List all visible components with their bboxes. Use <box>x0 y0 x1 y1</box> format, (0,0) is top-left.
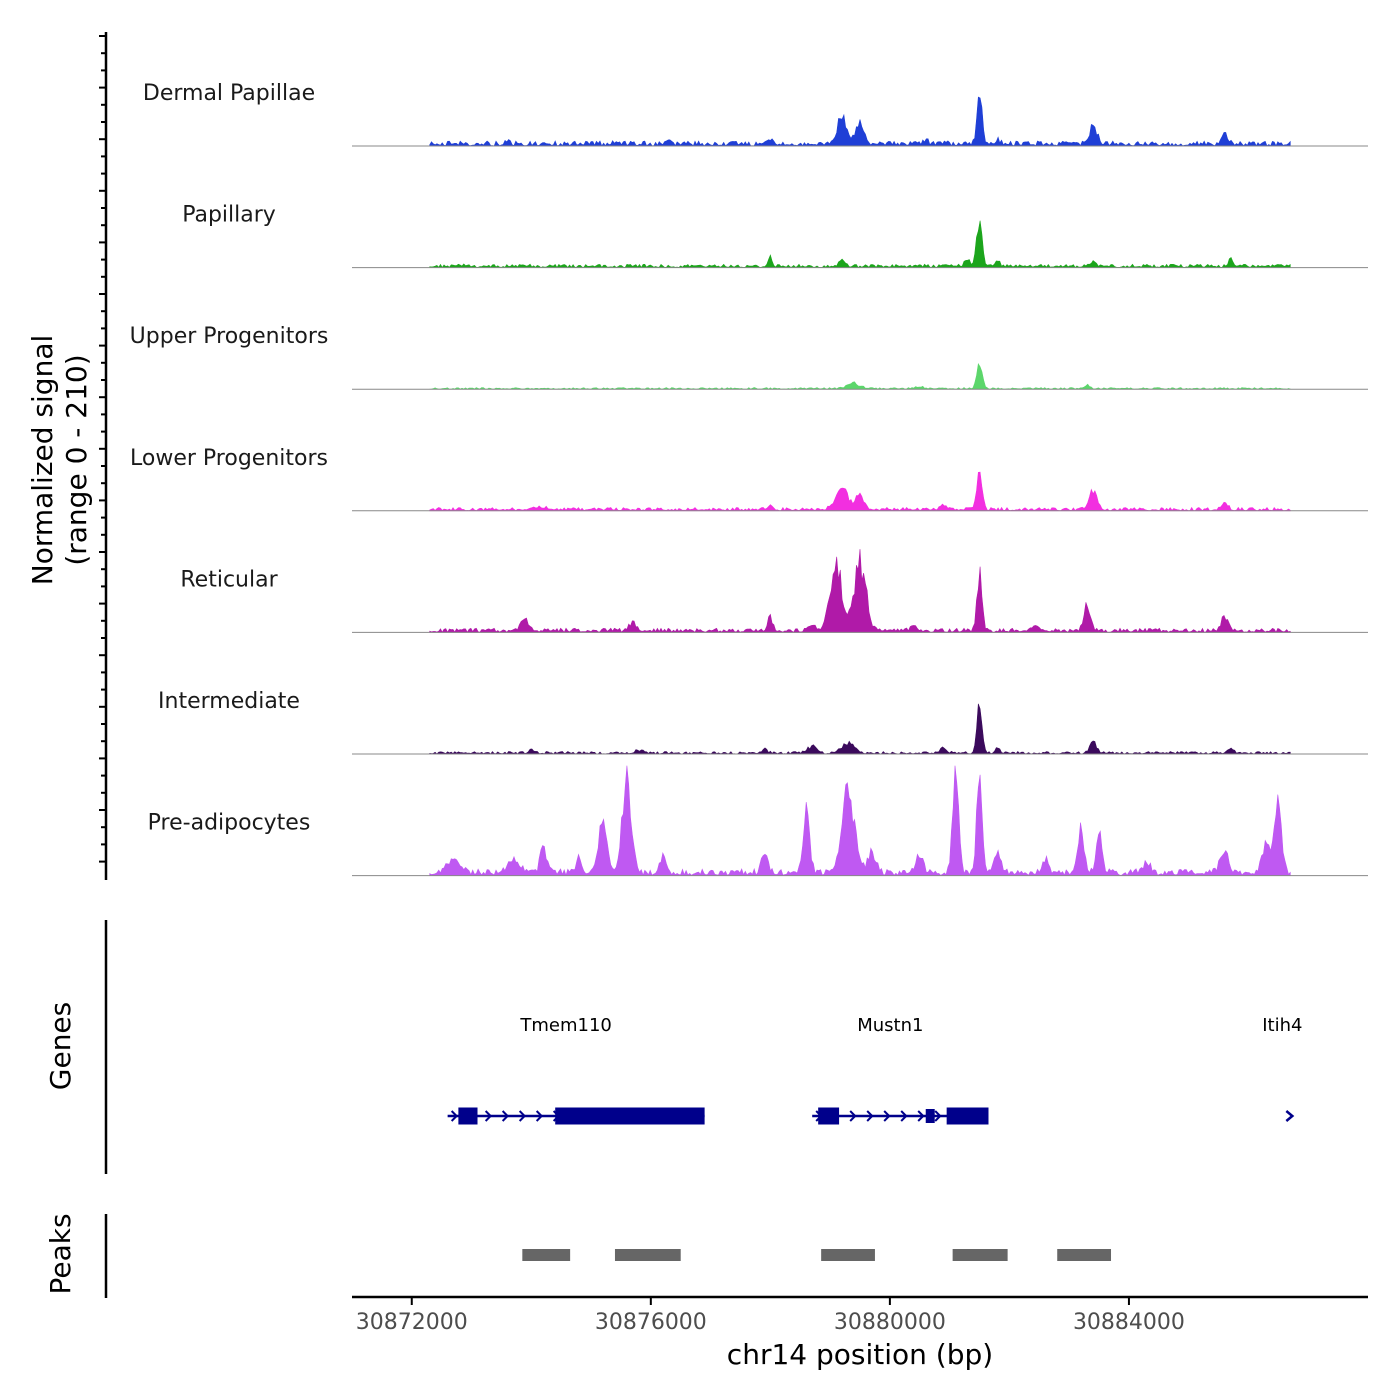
gene-strand-arrow <box>450 1110 459 1122</box>
track-signal <box>429 363 1291 390</box>
track-label: Pre-adipocytes <box>148 811 311 836</box>
track-label: Papillary <box>182 203 276 228</box>
peak-region <box>1057 1249 1112 1261</box>
x-axis-title: chr14 position (bp) <box>727 1338 993 1371</box>
x-tick-label: 30876000 <box>595 1310 707 1335</box>
gene-strand-arrow <box>501 1110 510 1122</box>
gene-strand-arrow <box>866 1110 874 1122</box>
track-signal <box>429 549 1291 633</box>
track-signal <box>429 703 1291 755</box>
gene-exon <box>946 1107 989 1125</box>
dynamic-layer: Dermal Papillae Papillary Upper Progenitor… <box>99 32 1368 1335</box>
gene-strand-arrow <box>883 1110 891 1122</box>
track-signal <box>429 96 1291 147</box>
gene-exon <box>555 1107 705 1125</box>
x-tick-label: 30880000 <box>834 1310 946 1335</box>
x-tick-label: 30884000 <box>1073 1310 1185 1335</box>
track-signal <box>429 765 1291 877</box>
track-signal <box>429 220 1291 268</box>
gene-strand-arrow <box>518 1110 527 1122</box>
peak-region <box>821 1249 875 1261</box>
x-tick-label: 30872000 <box>356 1310 468 1335</box>
peak-region <box>522 1249 571 1261</box>
gene-strand-arrow <box>917 1110 925 1122</box>
y-axis-title-line2: (range 0 - 210) <box>60 354 93 565</box>
track-label: Upper Progenitors <box>130 324 329 349</box>
gene-exon <box>458 1107 478 1125</box>
gene-strand-arrow <box>535 1110 544 1122</box>
gene-strand-arrow <box>934 1110 942 1122</box>
gene-strand-arrow <box>1285 1110 1295 1122</box>
y-axis-title-line1: Normalized signal <box>26 335 59 586</box>
gene-strand-arrow <box>484 1110 493 1122</box>
gene-label: Mustn1 <box>857 1015 923 1036</box>
track-label: Lower Progenitors <box>130 446 328 471</box>
gene-label: Itih4 <box>1262 1015 1302 1036</box>
genes-panel-title: Genes <box>44 1002 77 1090</box>
track-label: Dermal Papillae <box>143 81 315 106</box>
track-label: Reticular <box>180 567 278 592</box>
track-label: Intermediate <box>158 689 300 714</box>
gene-strand-arrow <box>849 1110 857 1122</box>
peaks-panel-title: Peaks <box>44 1213 77 1294</box>
track-signal <box>429 471 1291 512</box>
peak-region <box>952 1249 1008 1261</box>
gene-exon <box>818 1107 840 1125</box>
peak-region <box>614 1249 681 1261</box>
gene-exon <box>925 1109 935 1123</box>
gene-strand-arrow <box>900 1110 908 1122</box>
gene-label: Tmem110 <box>519 1015 612 1036</box>
